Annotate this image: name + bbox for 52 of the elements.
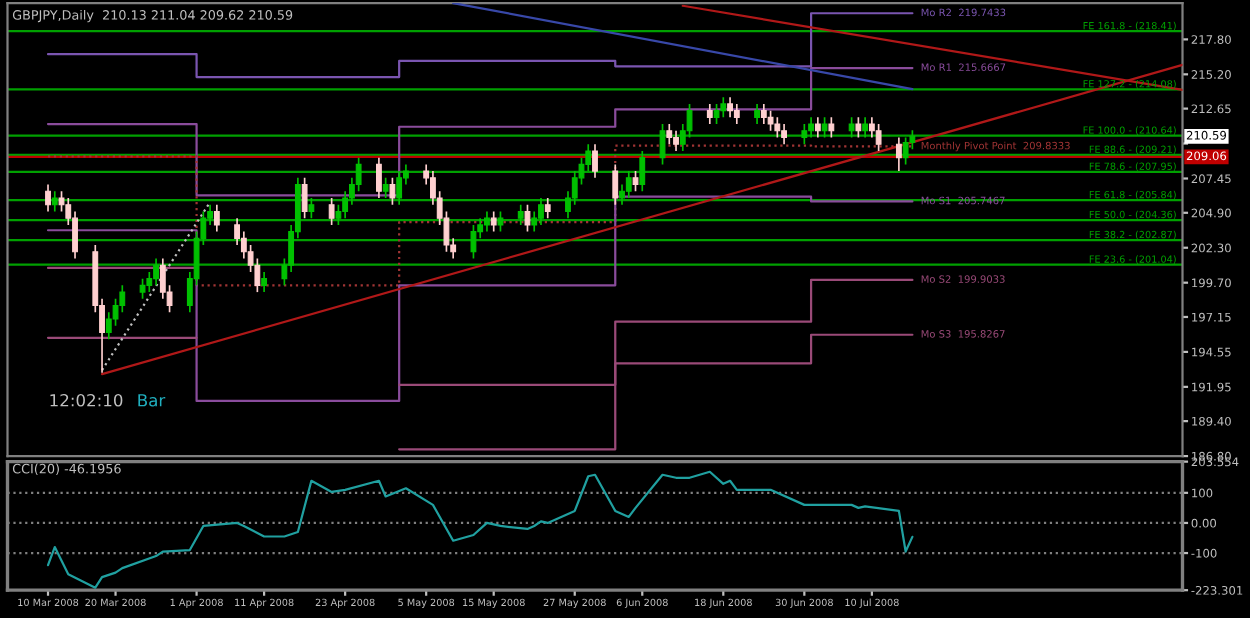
candlestick (862, 116, 869, 139)
candlestick (153, 257, 159, 287)
annotation: 12:02:10 (50, 393, 123, 407)
candlestick (497, 210, 504, 233)
candlestick (301, 177, 308, 219)
candlestick (261, 271, 268, 293)
candlestick (848, 116, 855, 139)
candlestick (375, 156, 382, 199)
candlestick (538, 197, 544, 226)
candlestick (308, 197, 315, 219)
annotation: Bar (138, 394, 166, 407)
candlestick (902, 136, 909, 166)
candlestick (720, 96, 727, 119)
candlestick (821, 116, 828, 139)
candlestick (139, 277, 146, 300)
candlestick (801, 123, 808, 146)
candlestick (544, 197, 551, 219)
candlestick (781, 123, 787, 146)
candlestick (666, 123, 673, 146)
candlestick (673, 129, 679, 152)
candlestick (767, 109, 774, 132)
candlestick (517, 203, 524, 226)
candlestick (855, 116, 862, 139)
candlestick (396, 170, 403, 206)
candlestick (754, 103, 760, 125)
candlestick (706, 103, 713, 125)
candlestick (632, 170, 639, 193)
candlestick (713, 103, 720, 125)
candlestick (760, 103, 767, 125)
candlestick (875, 123, 882, 152)
candlestick (592, 143, 598, 179)
candlestick (774, 116, 781, 139)
candlestick (389, 177, 396, 206)
candlestick (808, 116, 815, 139)
candlestick (51, 190, 58, 213)
candlestick (382, 177, 389, 199)
candlestick (524, 203, 531, 233)
candlestick (733, 103, 740, 125)
candlestick (470, 224, 477, 260)
candlestick (828, 116, 835, 139)
candlestick (612, 163, 619, 206)
candlestick (659, 123, 666, 166)
candlestick (639, 150, 646, 193)
candlestick (625, 170, 632, 199)
candlestick (727, 96, 733, 119)
candlestick (490, 210, 497, 233)
candlestick (45, 183, 51, 213)
candlestick (213, 203, 220, 233)
candlestick (328, 197, 335, 226)
candlestick (814, 116, 821, 139)
candlestick (895, 136, 902, 172)
candlestick (484, 210, 490, 233)
